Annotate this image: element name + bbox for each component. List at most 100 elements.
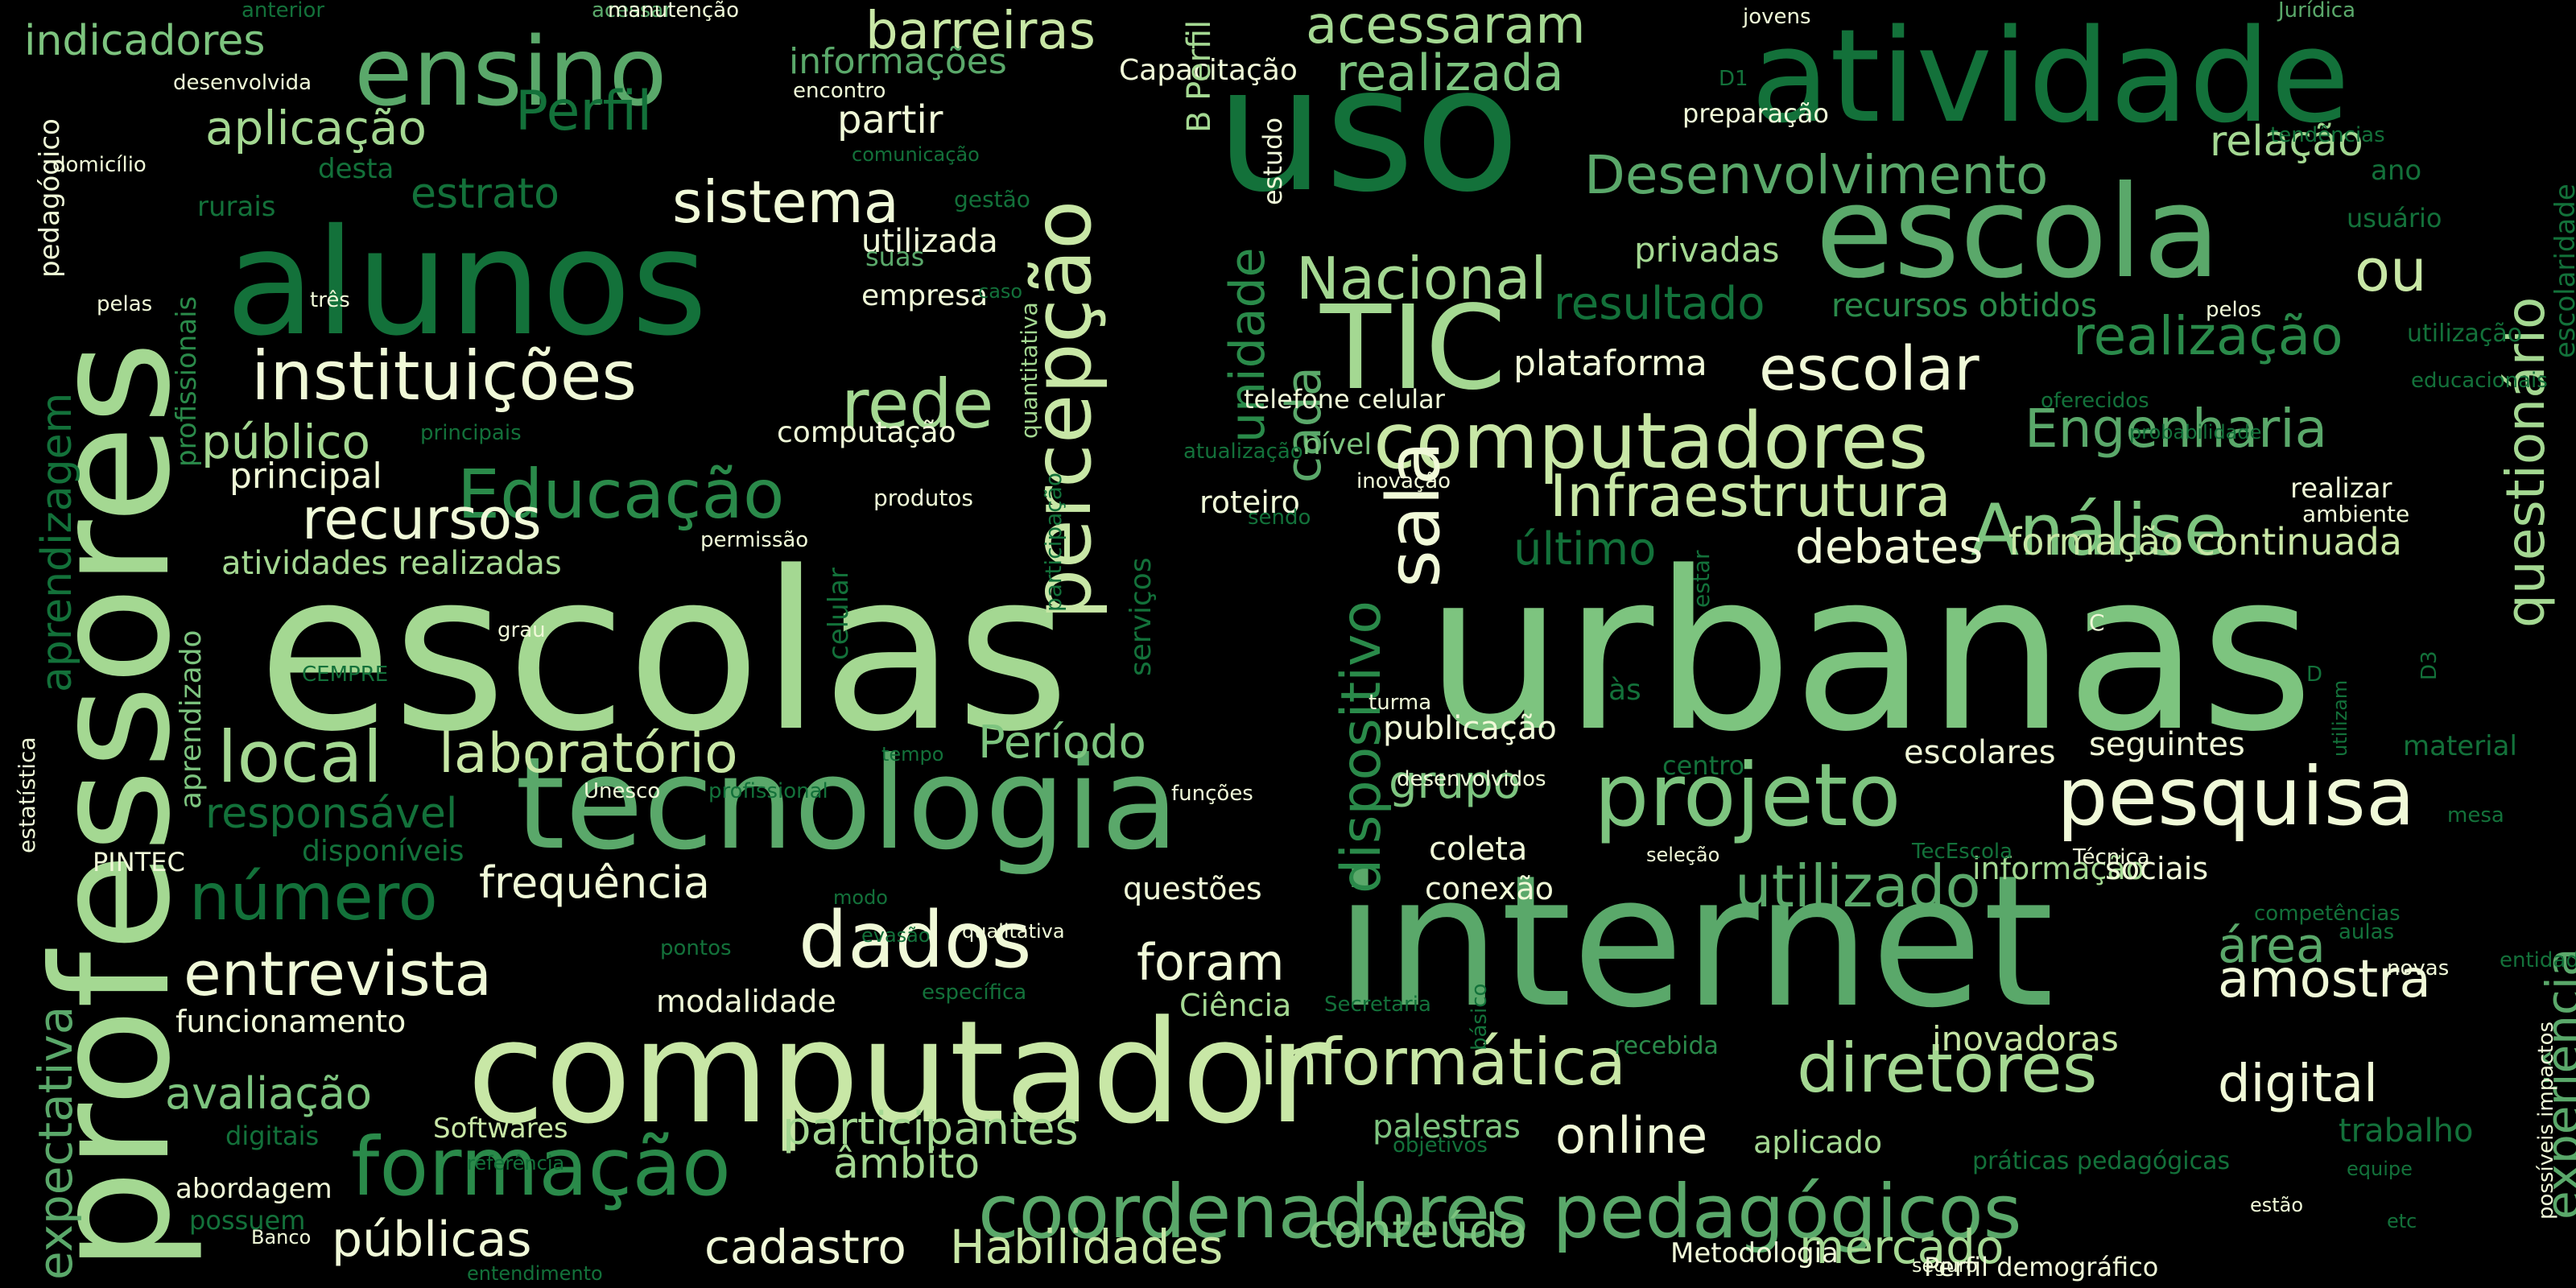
word-pontos-183: pontos bbox=[660, 936, 732, 960]
word-ou-78: ou bbox=[2355, 237, 2427, 304]
word-trabalho-76: trabalho bbox=[2339, 1113, 2474, 1150]
word-oferecidos-163: oferecidos bbox=[2041, 389, 2149, 413]
word-realizacao-39: realização bbox=[2073, 305, 2343, 367]
word-partir-82: partir bbox=[837, 97, 943, 142]
word-tempo-171: tempo bbox=[881, 743, 944, 766]
word-ultimo-70: último bbox=[1513, 523, 1657, 576]
word-rede-28: rede bbox=[841, 365, 994, 444]
word-escolaridade-162: escolaridade bbox=[2549, 184, 2576, 358]
word-aplicado-99: aplicado bbox=[1753, 1125, 1883, 1160]
word-nivel-101: nível bbox=[1302, 428, 1373, 461]
word-comunicacao-137: comunicação bbox=[852, 143, 980, 166]
word-entrevista-26: entrevista bbox=[184, 938, 493, 1009]
word-unesco-172: Unesco bbox=[584, 779, 661, 803]
word-roteiro-100: roteiro bbox=[1199, 485, 1300, 520]
word-formacao-continuada-69: formação continuada bbox=[2008, 520, 2402, 564]
word-area-50: área bbox=[2218, 918, 2326, 974]
word-desenvolvidos-175: desenvolvidos bbox=[1397, 767, 1546, 791]
word-desenvolvimento-38: Desenvolvimento bbox=[1584, 144, 2049, 206]
word-sendo-150: sendo bbox=[1248, 506, 1311, 530]
word-diretores-22: diretores bbox=[1797, 1029, 2098, 1108]
word-caso-202: caso bbox=[978, 280, 1023, 303]
word-uso-4: uso bbox=[1216, 30, 1521, 230]
word-tic-12: TIC bbox=[1320, 280, 1506, 415]
word-secretaria-185: Secretaria bbox=[1324, 993, 1431, 1017]
word-tres-128: três bbox=[310, 288, 350, 312]
word-estao-189: estão bbox=[2250, 1194, 2304, 1216]
word-formacao-18: formação bbox=[351, 1120, 731, 1214]
word-sala-25: sala bbox=[1372, 440, 1456, 588]
word-desenvolvida-127: desenvolvida bbox=[173, 71, 312, 95]
word-material-114: material bbox=[2403, 730, 2517, 762]
word-utilizada-88: utilizada bbox=[861, 223, 998, 260]
word-estatistica-161: estatística bbox=[14, 737, 40, 853]
word-pedagogico-121: pedagógico bbox=[34, 118, 66, 278]
word-responsavel-61: responsável bbox=[205, 790, 458, 838]
word-participantes-53: participantes bbox=[782, 1103, 1079, 1155]
word-realizada-43: realizada bbox=[1336, 43, 1564, 102]
word-etc-191: etc bbox=[2387, 1210, 2417, 1232]
word-habilidades-65: Habilidades bbox=[950, 1220, 1224, 1274]
word-grupo-73: grupo bbox=[1389, 757, 1521, 809]
word-pelas-129: pelas bbox=[97, 292, 153, 316]
word-servicos-146: serviços bbox=[1125, 557, 1158, 676]
word-inovacao-151: inovação bbox=[1356, 469, 1451, 493]
word-acessaram-42: acessaram bbox=[1306, 0, 1586, 56]
word-instituicoes-20: instituições bbox=[251, 336, 638, 415]
word-atividades-realizadas-86: atividades realizadas bbox=[221, 545, 562, 582]
word-computadores-14: computadores bbox=[1373, 396, 1929, 486]
word-juridica-133: Jurídica bbox=[2278, 0, 2356, 23]
word-publicas-63: públicas bbox=[332, 1212, 532, 1268]
word-realizar-112: realizar bbox=[2290, 473, 2392, 505]
word-praticas-pedagogicas-188: práticas pedagógicas bbox=[1972, 1147, 2231, 1175]
word-probabilidade-164: probabilidade bbox=[2129, 421, 2262, 444]
word-dados-21: dados bbox=[799, 895, 1032, 985]
word-escola-9: escola bbox=[1815, 159, 2221, 307]
word-escolar-31: escolar bbox=[1759, 332, 1979, 404]
word-tendencias-132: tendências bbox=[2270, 123, 2385, 147]
word-estrato-71: estrato bbox=[411, 170, 559, 218]
word-avaliacao-62: avaliação bbox=[165, 1068, 373, 1119]
word-pesquisa-10: pesquisa bbox=[2057, 749, 2416, 844]
word-barreiras-41: barreiras bbox=[865, 2, 1096, 61]
word-metodologia-115: Metodologia bbox=[1670, 1237, 1839, 1269]
word-publicacao-79: publicação bbox=[1383, 710, 1557, 747]
word-possuem-110: possuem bbox=[189, 1205, 306, 1236]
word-ambito-75: âmbito bbox=[833, 1140, 980, 1188]
word-referencia-197: referência bbox=[467, 1152, 565, 1174]
word-profissionais-160: profissionais bbox=[171, 295, 203, 467]
word-educacao-27: Educação bbox=[457, 455, 785, 534]
word-recursos-35: recursos bbox=[302, 486, 542, 552]
word-ano-131: ano bbox=[2371, 155, 2422, 187]
word-indicadores-80: indicadores bbox=[24, 17, 266, 65]
word-tecnica-178: Técnica bbox=[2073, 845, 2150, 869]
word-local-29: local bbox=[217, 716, 383, 799]
word-urbanas-1: urbanas bbox=[1425, 526, 2314, 780]
word-evasao-181: evasão bbox=[861, 924, 931, 947]
word-possiveis-impactos-195: possíveis impactos bbox=[2534, 1021, 2558, 1220]
word-funcionamento-107: funcionamento bbox=[175, 1004, 407, 1039]
word-pintec-117: PINTEC bbox=[93, 847, 185, 877]
word-escolas-0: escolas bbox=[258, 526, 1070, 780]
word-funcoes-174: funções bbox=[1171, 782, 1253, 806]
word-analise-19: Análise bbox=[1971, 489, 2227, 572]
word-preparacao-104: preparação bbox=[1682, 98, 1829, 129]
word-mesa-201: mesa bbox=[2447, 803, 2504, 828]
word-turma-149: turma bbox=[1368, 691, 1432, 715]
word-informatica-23: informática bbox=[1260, 1025, 1627, 1100]
word-sociais-97: sociais bbox=[2105, 851, 2209, 886]
word-qualitativa-182: qualitativa bbox=[962, 920, 1065, 943]
word-produtos-152: produtos bbox=[873, 485, 974, 511]
word-infraestrutura-17: Infraestrutura bbox=[1550, 462, 1951, 530]
word-seguro-199: seguro bbox=[1912, 1254, 1978, 1277]
word-usuario-130: usuário bbox=[2347, 203, 2442, 233]
word-as-148: às bbox=[1608, 674, 1641, 707]
word-frequencia-74: frequência bbox=[479, 857, 710, 908]
word-especifica-184: específica bbox=[922, 980, 1027, 1005]
word-competencias-192: competências bbox=[2254, 902, 2401, 926]
word-sistema-36: sistema bbox=[672, 168, 899, 236]
word-digital-51: digital bbox=[2218, 1055, 2378, 1114]
word-dispositivo-33: dispositivo bbox=[1330, 601, 1393, 894]
word-escolares-94: escolares bbox=[1904, 734, 2056, 771]
